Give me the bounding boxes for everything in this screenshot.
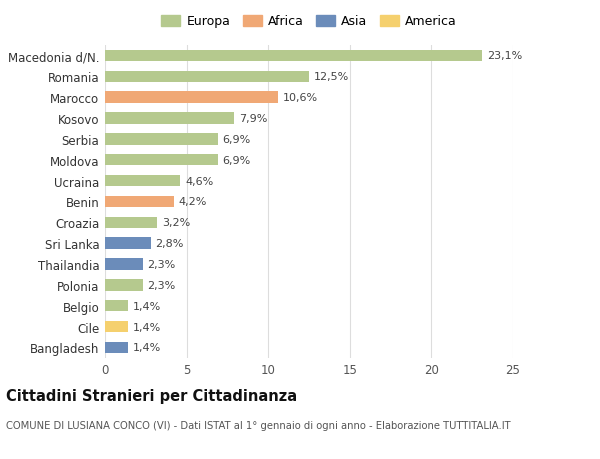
Bar <box>105 321 128 332</box>
Bar <box>105 300 128 312</box>
Text: 2,3%: 2,3% <box>148 280 176 290</box>
Bar <box>105 50 482 62</box>
Text: 3,2%: 3,2% <box>162 218 190 228</box>
Bar <box>105 259 143 270</box>
Bar <box>105 113 234 124</box>
Bar <box>105 134 218 145</box>
Bar <box>105 238 151 249</box>
Text: 1,4%: 1,4% <box>133 322 161 332</box>
Text: 4,2%: 4,2% <box>178 197 207 207</box>
Text: 4,6%: 4,6% <box>185 176 213 186</box>
Text: 23,1%: 23,1% <box>487 51 522 62</box>
Text: 1,4%: 1,4% <box>133 342 161 353</box>
Text: COMUNE DI LUSIANA CONCO (VI) - Dati ISTAT al 1° gennaio di ogni anno - Elaborazi: COMUNE DI LUSIANA CONCO (VI) - Dati ISTA… <box>6 420 511 430</box>
Text: Cittadini Stranieri per Cittadinanza: Cittadini Stranieri per Cittadinanza <box>6 388 297 403</box>
Bar <box>105 342 128 353</box>
Legend: Europa, Africa, Asia, America: Europa, Africa, Asia, America <box>157 11 461 34</box>
Text: 6,9%: 6,9% <box>223 155 251 165</box>
Bar <box>105 175 180 187</box>
Bar <box>105 92 278 104</box>
Text: 7,9%: 7,9% <box>239 114 267 124</box>
Text: 1,4%: 1,4% <box>133 301 161 311</box>
Bar <box>105 155 218 166</box>
Bar <box>105 280 143 291</box>
Text: 6,9%: 6,9% <box>223 134 251 145</box>
Text: 12,5%: 12,5% <box>314 72 349 82</box>
Bar <box>105 72 309 83</box>
Bar <box>105 217 157 229</box>
Text: 2,3%: 2,3% <box>148 259 176 269</box>
Text: 2,8%: 2,8% <box>155 239 184 249</box>
Bar <box>105 196 173 207</box>
Text: 10,6%: 10,6% <box>283 93 318 103</box>
